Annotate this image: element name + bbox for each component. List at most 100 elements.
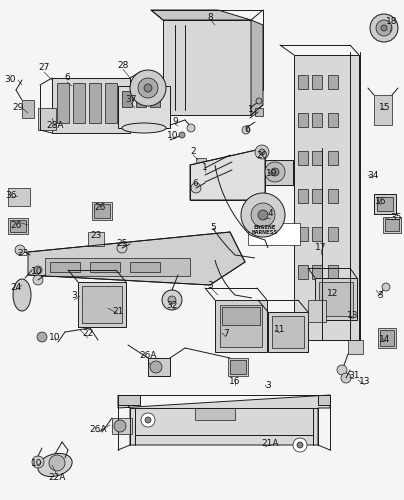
Circle shape — [293, 438, 307, 452]
Bar — [312, 151, 322, 165]
Text: 24: 24 — [11, 284, 22, 292]
Bar — [112, 418, 132, 434]
Bar — [298, 227, 308, 241]
Bar — [328, 227, 338, 241]
Circle shape — [150, 361, 162, 373]
Text: 13: 13 — [347, 310, 359, 320]
Bar — [298, 189, 308, 203]
Text: 8: 8 — [207, 12, 213, 22]
Bar — [92, 202, 112, 220]
Circle shape — [381, 25, 387, 31]
Bar — [22, 100, 34, 118]
Text: 30: 30 — [4, 76, 16, 84]
Text: 3: 3 — [265, 380, 271, 390]
Circle shape — [341, 373, 351, 383]
Bar — [308, 300, 326, 322]
Ellipse shape — [13, 279, 31, 311]
Circle shape — [256, 98, 262, 104]
Text: 19: 19 — [266, 168, 278, 177]
Bar — [268, 312, 308, 352]
Text: 10: 10 — [31, 266, 43, 276]
Circle shape — [242, 126, 250, 134]
Text: 26A: 26A — [139, 352, 157, 360]
Text: 22: 22 — [82, 330, 94, 338]
Polygon shape — [190, 148, 265, 200]
Text: 32: 32 — [166, 302, 178, 310]
Text: 3: 3 — [377, 292, 383, 300]
Polygon shape — [251, 20, 263, 115]
Bar — [328, 265, 338, 279]
Bar — [312, 75, 322, 89]
Bar — [78, 282, 126, 327]
Circle shape — [241, 193, 285, 237]
Bar — [88, 232, 104, 246]
Bar — [374, 194, 396, 214]
Text: 21: 21 — [112, 306, 124, 316]
Text: 6: 6 — [192, 178, 198, 188]
Bar — [377, 197, 393, 211]
Text: 21A: 21A — [261, 440, 279, 448]
Circle shape — [382, 283, 390, 291]
Text: 23: 23 — [90, 230, 102, 239]
Circle shape — [251, 203, 275, 227]
Bar — [52, 78, 130, 133]
Bar — [374, 95, 392, 125]
Bar — [118, 86, 170, 128]
Bar — [298, 75, 308, 89]
Circle shape — [179, 132, 185, 138]
Bar — [380, 330, 394, 346]
Text: 37: 37 — [125, 96, 137, 104]
Text: 16: 16 — [375, 198, 387, 206]
Text: 28: 28 — [117, 62, 129, 70]
Bar — [265, 160, 293, 185]
Text: 26A: 26A — [89, 426, 107, 434]
Bar — [255, 108, 263, 116]
Circle shape — [133, 85, 141, 93]
Bar — [122, 91, 132, 107]
Bar — [220, 305, 262, 347]
Bar — [315, 278, 357, 320]
Bar — [222, 307, 260, 325]
Bar — [8, 188, 30, 206]
Text: 22A: 22A — [48, 474, 66, 482]
Text: 9: 9 — [172, 118, 178, 126]
Bar — [215, 300, 267, 352]
Text: 6: 6 — [244, 126, 250, 134]
Bar — [328, 189, 338, 203]
Bar — [148, 358, 170, 376]
Bar — [385, 219, 399, 231]
Circle shape — [144, 84, 152, 92]
Bar — [50, 262, 80, 272]
Bar — [312, 113, 322, 127]
Bar — [328, 75, 338, 89]
Bar — [57, 83, 69, 123]
Circle shape — [370, 14, 398, 42]
Circle shape — [114, 420, 126, 432]
Text: 36: 36 — [5, 190, 17, 200]
Bar — [383, 217, 401, 233]
Text: 15: 15 — [379, 102, 391, 112]
Bar — [82, 286, 122, 323]
Circle shape — [297, 442, 303, 448]
Bar — [298, 265, 308, 279]
Circle shape — [37, 332, 47, 342]
Text: 1: 1 — [202, 164, 208, 172]
Text: 7: 7 — [223, 330, 229, 338]
Circle shape — [34, 266, 42, 274]
Text: 35: 35 — [390, 214, 402, 222]
Bar — [94, 204, 110, 218]
Circle shape — [49, 455, 65, 471]
Bar — [348, 340, 363, 354]
Bar — [378, 328, 396, 348]
Text: 25: 25 — [116, 240, 128, 248]
Text: 26: 26 — [94, 204, 106, 212]
Circle shape — [138, 78, 158, 98]
Circle shape — [168, 296, 176, 304]
Polygon shape — [318, 395, 330, 405]
Text: 34: 34 — [367, 170, 379, 179]
Bar — [150, 91, 160, 107]
Bar — [312, 189, 322, 203]
Text: 10: 10 — [49, 332, 61, 342]
Text: 20: 20 — [256, 150, 268, 160]
Circle shape — [187, 124, 195, 132]
